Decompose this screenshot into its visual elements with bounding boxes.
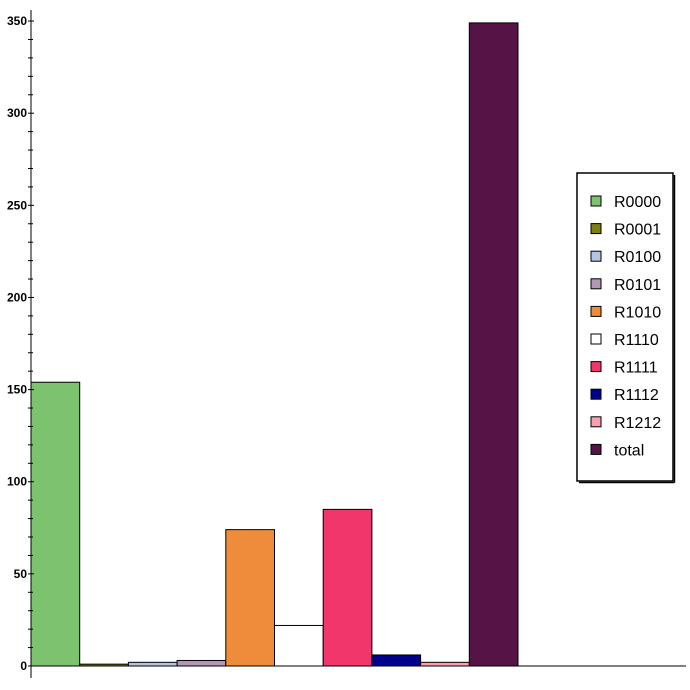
y-tick-label: 200 [7, 290, 27, 304]
legend-label-r0100: R0100 [614, 249, 661, 266]
y-tick-label: 150 [7, 383, 27, 397]
y-axis-ticks: 0 50 100 150 200 250 300 350 [7, 14, 34, 673]
legend-label-r0000: R0000 [614, 194, 661, 211]
bar-r1111 [322, 508, 373, 667]
legend-swatch-r1112 [590, 388, 602, 400]
bar-r1010 [225, 529, 276, 667]
legend-label-r0101: R0101 [614, 277, 661, 294]
legend-label-r1110: R1110 [614, 332, 659, 349]
bar-r1110 [274, 624, 324, 667]
legend-swatch-r1110 [590, 333, 602, 345]
legend-swatch-r1010 [590, 305, 602, 317]
y-tick-label: 0 [20, 659, 27, 673]
legend-swatch-r1111 [590, 361, 602, 373]
legend: R0000 R0001 R0100 R0101 R1010 R1110 R1111 R1112… [576, 172, 676, 484]
legend-swatch-r0001 [590, 223, 602, 235]
legend-label-r0001: R0001 [614, 222, 661, 239]
legend-swatch-r0101 [590, 278, 602, 290]
y-tick-label: 250 [7, 198, 27, 212]
bars-group [30, 22, 519, 667]
legend-swatch-r0000 [590, 195, 602, 207]
legend-items: R0000 R0001 R0100 R0101 R1010 R1110 R1111 R1112… [590, 194, 661, 459]
y-tick-label: 50 [14, 567, 28, 581]
legend-box [576, 172, 674, 482]
legend-label-total: total [614, 442, 644, 459]
y-tick-label: 300 [7, 106, 27, 120]
bar-r0101 [176, 659, 227, 667]
bar-r1212 [420, 661, 470, 667]
bar-r1112 [371, 654, 422, 667]
y-tick-label: 100 [7, 475, 27, 489]
bar-r0000 [30, 381, 81, 667]
bar-r0100 [127, 661, 178, 667]
legend-swatch-total [590, 443, 602, 455]
legend-swatch-r1212 [590, 416, 602, 428]
bar-total [468, 22, 519, 667]
legend-label-r1212: R1212 [614, 415, 661, 432]
legend-swatch-r0100 [590, 250, 602, 262]
y-tick-label: 350 [7, 14, 27, 28]
legend-label-r1010: R1010 [614, 304, 661, 321]
legend-label-r1111: R1111 [614, 360, 658, 377]
legend-label-r1112: R1112 [614, 387, 659, 404]
